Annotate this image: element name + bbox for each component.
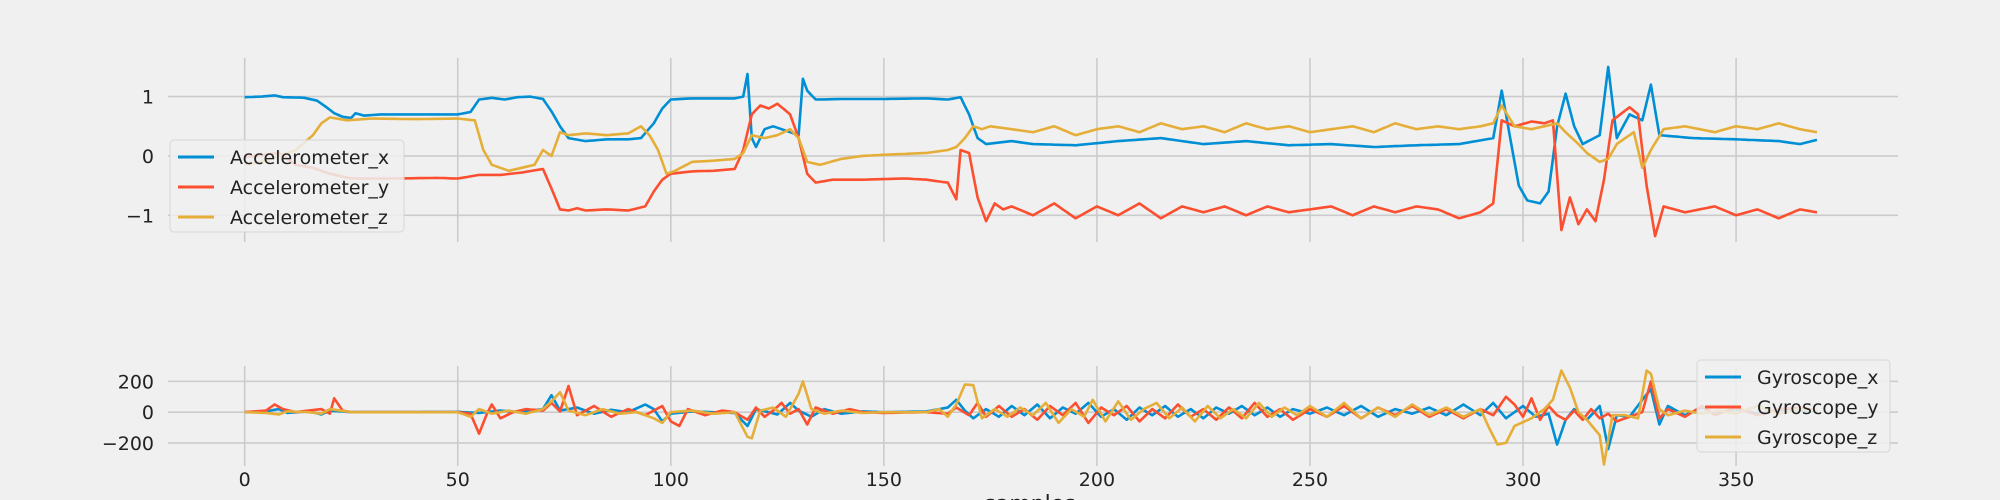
y-tick-label: 0 bbox=[142, 146, 154, 168]
legend-label: Accelerometer_z bbox=[230, 207, 388, 229]
x-tick-label: 300 bbox=[1505, 469, 1541, 491]
y-tick-label: 200 bbox=[118, 371, 154, 393]
gyroscope-z-line bbox=[244, 369, 1818, 466]
legend: Accelerometer_x Accelerometer_y Accelerome… bbox=[169, 139, 405, 233]
accelerometer-y-line bbox=[244, 102, 1818, 238]
y-tick-label: 0 bbox=[142, 402, 154, 424]
x-tick-label: 50 bbox=[446, 469, 470, 491]
x-tick-label: 100 bbox=[653, 469, 689, 491]
gyroscope-panel: −200 0 200 0 50 100 150 200 250 300 350 Gyroscope_x… bbox=[102, 359, 1898, 491]
x-tick-label: 350 bbox=[1718, 469, 1754, 491]
legend-box bbox=[169, 139, 405, 233]
legend-label: Gyroscope_z bbox=[1757, 427, 1877, 449]
x-tick-label: 250 bbox=[1292, 469, 1328, 491]
legend-label: Gyroscope_y bbox=[1757, 397, 1878, 419]
accelerometer-panel: −101Accelerometer_xAccelerometer_yAccele… bbox=[126, 58, 1898, 242]
legend-label: Gyroscope_x bbox=[1757, 367, 1878, 389]
x-axis-label: samples bbox=[984, 492, 1075, 500]
legend-label: Accelerometer_y bbox=[230, 177, 389, 199]
accelerometer-x-line bbox=[244, 65, 1818, 205]
y-tick-label: −1 bbox=[126, 205, 154, 227]
x-tick-label: 0 bbox=[239, 469, 251, 491]
accelerometer-z-line bbox=[244, 104, 1818, 175]
legend-label: Accelerometer_x bbox=[230, 147, 389, 169]
x-tick-label: 150 bbox=[866, 469, 902, 491]
legend: Gyroscope_x Gyroscope_y Gyroscope_z bbox=[1696, 359, 1891, 453]
legend-box bbox=[1696, 359, 1891, 453]
x-tick-label: 200 bbox=[1079, 469, 1115, 491]
gyroscope-y-line bbox=[244, 380, 1818, 435]
y-tick-label: 1 bbox=[142, 87, 154, 109]
y-tick-label: −200 bbox=[102, 433, 154, 455]
